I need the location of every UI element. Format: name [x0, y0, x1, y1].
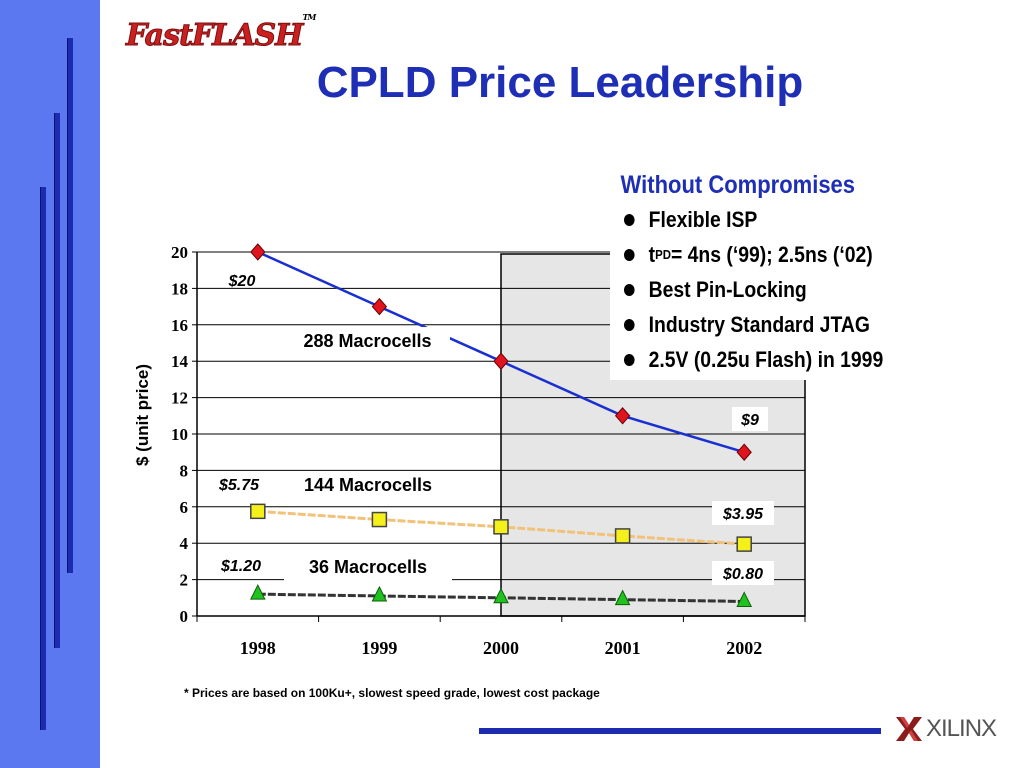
y-tick-label: 16 [171, 316, 188, 335]
page-title: CPLD Price Leadership [316, 58, 804, 107]
x-tick-label: 1999 [361, 638, 397, 658]
series-label-bg [285, 327, 450, 355]
xilinx-x-icon [896, 717, 922, 741]
features-heading: Without Compromises [620, 171, 856, 199]
x-tick-label: 2001 [605, 638, 641, 658]
bullet-icon [624, 283, 635, 296]
bullet-icon [624, 318, 635, 331]
series-name-label: 288 Macrocells [303, 331, 431, 351]
price-label-bg [712, 561, 774, 585]
data-point [250, 243, 266, 261]
feature-jtag: Industry Standard JTAG [624, 307, 902, 342]
y-tick-label: 20 [171, 243, 188, 262]
y-axis-label: $ (unit price) [133, 364, 152, 466]
series-name-label: 144 Macrocells [304, 475, 432, 495]
data-point [249, 584, 266, 600]
series-name-label: 36 Macrocells [309, 557, 427, 577]
data-point [493, 352, 509, 370]
data-point [493, 587, 509, 604]
feature-voltage: 2.5V (0.25u Flash) in 1999 [624, 342, 902, 377]
feature-pin-locking: Best Pin-Locking [624, 272, 902, 307]
price-annotation: $20 [228, 273, 256, 290]
price-label-bg [712, 501, 774, 525]
y-tick-label: 0 [180, 607, 189, 626]
data-point [614, 528, 631, 544]
x-tick-label: 2000 [483, 638, 519, 658]
footnote: * Prices are based on 100Ku+, slowest sp… [184, 686, 600, 700]
price-label-bg [732, 407, 768, 431]
bullet-icon [624, 353, 635, 366]
price-annotation: $1.20 [220, 558, 261, 575]
y-tick-label: 12 [171, 389, 188, 408]
price-annotation: $5.75 [218, 477, 260, 494]
features-list: Flexible ISP t PD = 4ns (‘99); 2.5ns (‘02… [610, 202, 940, 377]
price-annotation: $3.95 [722, 506, 764, 523]
y-tick-label: 14 [171, 352, 189, 371]
data-point [736, 536, 752, 552]
y-tick-label: 18 [171, 279, 188, 298]
y-tick-label: 4 [180, 534, 189, 553]
bullet-icon [624, 248, 635, 261]
data-point [371, 297, 388, 316]
price-annotation: $0.80 [722, 566, 763, 583]
feature-isp: Flexible ISP [624, 202, 902, 237]
series-label-bg [284, 553, 452, 581]
data-point [736, 591, 753, 607]
sidebar-band [0, 0, 100, 768]
data-point [493, 519, 509, 535]
x-tick-label: 2002 [726, 638, 762, 658]
features-box: Without Compromises Flexible ISP t PD = 4… [610, 168, 940, 380]
series-label-bg [278, 471, 458, 500]
xilinx-logo: XILINX [894, 714, 997, 744]
footer-divider [479, 728, 881, 734]
price-annotation: $9 [740, 412, 759, 429]
y-tick-label: 6 [180, 498, 189, 517]
bullet-icon [624, 213, 635, 226]
y-tick-label: 2 [180, 571, 189, 590]
data-point [250, 503, 266, 520]
y-tick-label: 10 [171, 425, 188, 444]
sidebar-bar-3 [40, 187, 46, 730]
sidebar-bar-1 [67, 38, 73, 573]
x-tick-label: 1998 [240, 638, 276, 658]
data-point [614, 407, 631, 425]
sidebar-bar-2 [54, 113, 60, 648]
data-point [371, 585, 388, 602]
fastflash-logo: FastFLASHTM [126, 12, 317, 54]
data-point [614, 589, 631, 606]
y-tick-label: 8 [180, 461, 189, 480]
data-point [371, 511, 388, 528]
feature-tpd: t PD = 4ns (‘99); 2.5ns (‘02) [624, 237, 902, 272]
data-point [736, 443, 752, 461]
